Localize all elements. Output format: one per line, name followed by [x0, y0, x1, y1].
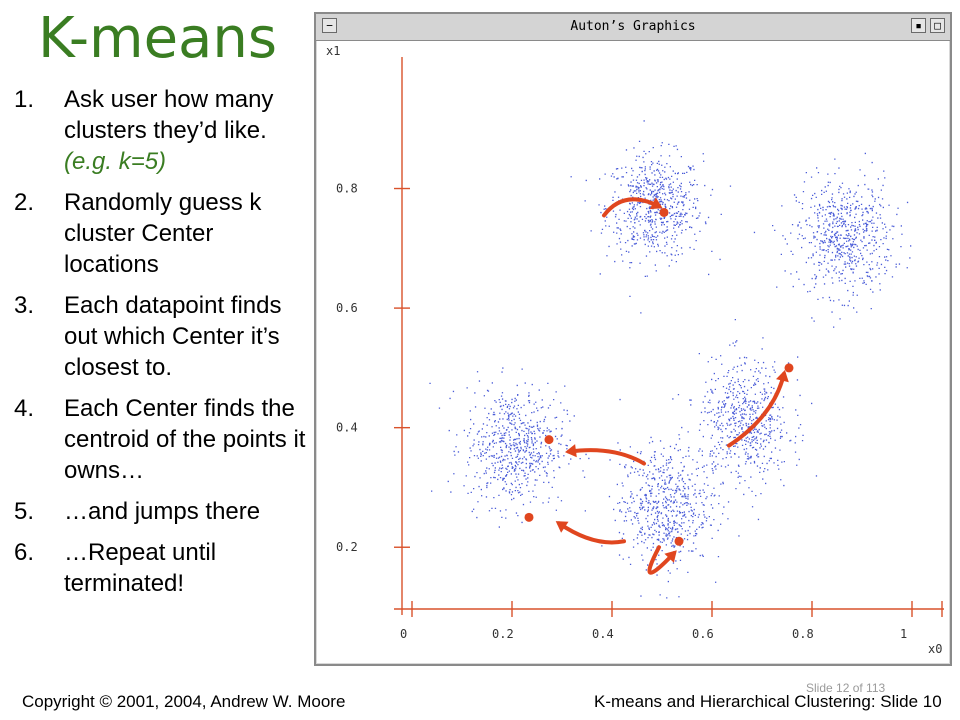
window-titlebar[interactable]: − Auton’s Graphics ▪ □: [316, 14, 950, 41]
maximize-button[interactable]: □: [930, 18, 945, 33]
x-tick-label: 0.6: [692, 627, 714, 641]
cluster-center: [524, 512, 534, 522]
slide-title: K-means: [38, 6, 278, 71]
step-number: 4.: [14, 395, 35, 422]
cluster-center: [674, 536, 684, 546]
step-example: (e.g. k=5): [64, 148, 167, 175]
move-arrow: [727, 371, 786, 448]
iconify-button[interactable]: ▪: [911, 18, 926, 33]
cluster-points: [429, 120, 912, 599]
step-text: Randomly guess k cluster Center location…: [64, 189, 262, 278]
x-tick-label: 0.4: [592, 627, 614, 641]
window-title: Auton’s Graphics: [570, 19, 696, 34]
x-axis-label: x0: [928, 642, 942, 656]
y-tick-label: 0.4: [336, 421, 358, 435]
cluster-centers: [524, 207, 794, 546]
step-number: 5.: [14, 498, 35, 525]
step-item: 1. Ask user how many clusters they’d lik…: [14, 84, 314, 177]
step-text: Each datapoint finds out which Center it…: [64, 292, 282, 381]
step-item: 5. …and jumps there: [14, 496, 314, 527]
cluster-center: [659, 207, 669, 217]
y-tick-label: 0.8: [336, 182, 358, 196]
slide-footer-title: K-means and Hierarchical Clustering: Sli…: [594, 692, 942, 711]
move-arrow: [557, 521, 626, 545]
x-tick-label: 0.2: [492, 627, 514, 641]
arrow-head: [649, 197, 663, 210]
step-text: Ask user how many clusters they’d like.: [64, 86, 274, 144]
axis-labels: 0.2 0.4 0.6 0.8 0 0.2 0.4 0.6 0.8 1 x1 x0: [326, 44, 942, 656]
step-item: 6. …Repeat until terminated!: [14, 537, 314, 599]
step-item: 2. Randomly guess k cluster Center locat…: [14, 187, 314, 280]
center-arrows: [555, 197, 789, 575]
slide-counter: Slide 12 of 113: [806, 681, 886, 695]
step-item: 4. Each Center finds the centroid of the…: [14, 393, 314, 486]
step-text: Each Center finds the centroid of the po…: [64, 395, 306, 484]
arrow-head: [565, 444, 577, 458]
axes: [394, 57, 944, 617]
y-tick-label: 0.2: [336, 540, 358, 554]
y-tick-label: 0.6: [336, 301, 358, 315]
step-text: …and jumps there: [64, 498, 261, 525]
x-tick-label: 1: [900, 627, 907, 641]
cluster-center: [544, 435, 554, 445]
step-item: 3. Each datapoint finds out which Center…: [14, 290, 314, 383]
auton-graphics-window: − Auton’s Graphics ▪ □ 0.2 0.4 0.6 0.8 0 0.2 0…: [314, 12, 952, 666]
step-number: 1.: [14, 86, 35, 113]
x-tick-label: 0: [400, 627, 407, 641]
move-arrow: [647, 545, 676, 575]
window-menu-button[interactable]: −: [322, 18, 337, 33]
x-tick-label: 0.8: [792, 627, 814, 641]
copyright-text: Copyright © 2001, 2004, Andrew W. Moore: [22, 692, 346, 711]
step-number: 6.: [14, 539, 35, 566]
move-arrow: [567, 448, 646, 466]
data-points: [429, 120, 912, 599]
y-axis-label: x1: [326, 44, 340, 58]
step-number: 2.: [14, 189, 35, 216]
scatter-plot: 0.2 0.4 0.6 0.8 0 0.2 0.4 0.6 0.8 1 x1 x0: [326, 44, 944, 656]
arrow-head: [776, 370, 789, 383]
step-text: …Repeat until terminated!: [64, 539, 217, 597]
arrow-head: [555, 521, 569, 533]
step-number: 3.: [14, 292, 35, 319]
steps-list: 1. Ask user how many clusters they’d lik…: [14, 84, 314, 609]
arrow-head: [664, 550, 677, 563]
cluster-center: [784, 363, 794, 373]
